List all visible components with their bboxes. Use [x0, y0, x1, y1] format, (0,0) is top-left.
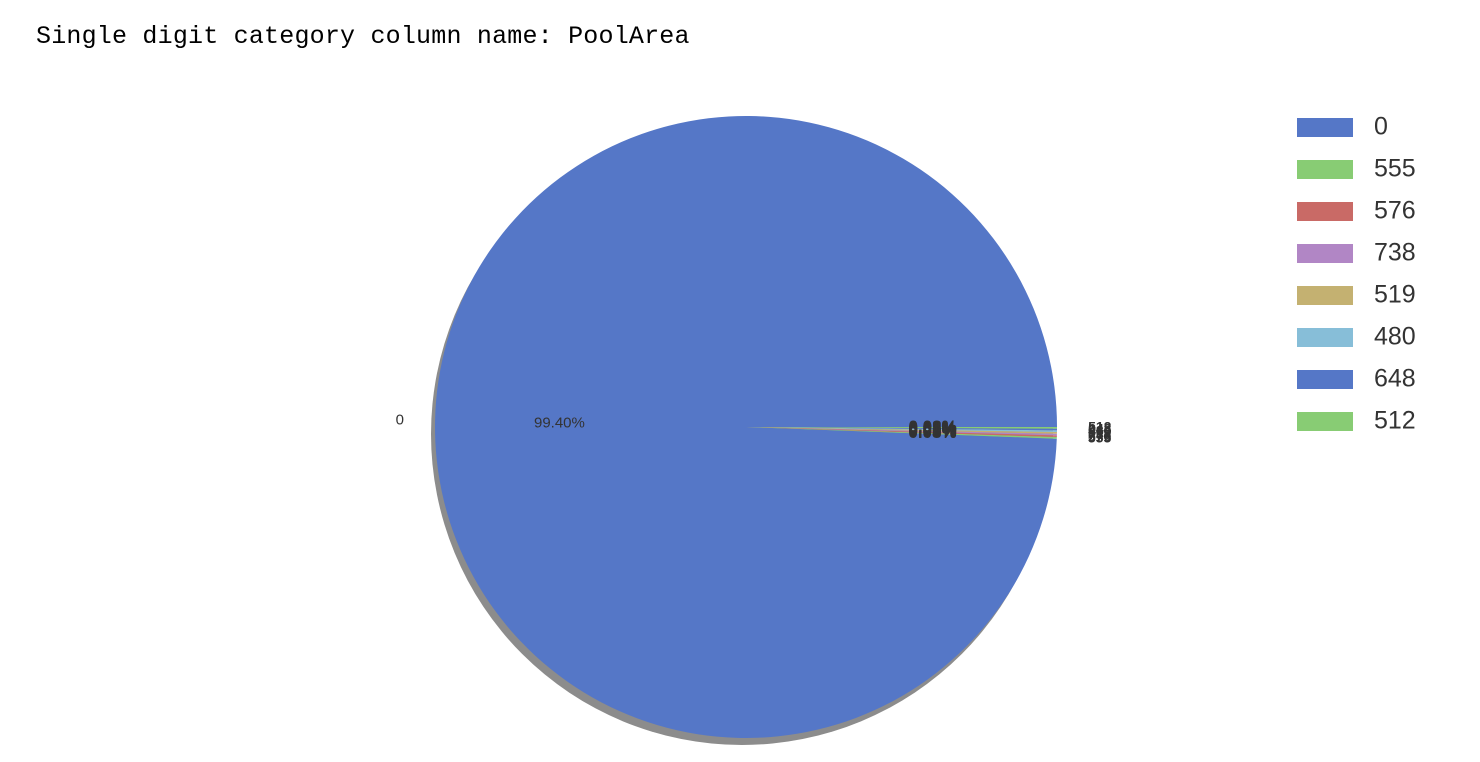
output-caption: Single digit category column name: PoolA… [36, 22, 690, 51]
pct-label-648: 0.08% [908, 418, 956, 437]
pct-label-519: 0.08% [908, 420, 956, 439]
legend-label-648: 648 [1374, 365, 1416, 393]
slice-label-519: 519 [1088, 424, 1112, 440]
pct-label-555: 0.08% [908, 423, 956, 442]
legend-swatch-512 [1297, 412, 1353, 431]
pct-label-576: 0.08% [908, 422, 956, 441]
pie-slice-512 [746, 427, 1057, 429]
pie-slice-519 [746, 427, 1057, 434]
pct-label-512: 0.08% [908, 417, 956, 436]
slice-label-480: 480 [1088, 422, 1112, 438]
pie-slice-648 [746, 427, 1057, 431]
slice-label-648: 648 [1088, 420, 1112, 436]
slice-label-576: 576 [1088, 428, 1112, 444]
legend-swatch-0 [1297, 118, 1353, 137]
legend-label-738: 738 [1374, 239, 1416, 267]
slice-label-555: 555 [1088, 430, 1112, 446]
chart-legend: 0 555 576 738 519 480 648 512 [1297, 113, 1416, 435]
legend-label-480: 480 [1374, 323, 1416, 351]
slice-label-0: 0 [396, 412, 404, 429]
legend-label-0: 0 [1374, 113, 1388, 141]
legend-swatch-480 [1297, 328, 1353, 347]
slice-label-512: 512 [1088, 419, 1112, 435]
legend-swatch-738 [1297, 244, 1353, 263]
pct-label-480: 0.08% [908, 419, 956, 438]
legend-swatch-648 [1297, 370, 1353, 389]
pie-slice-576 [746, 427, 1057, 438]
legend-swatch-555 [1297, 160, 1353, 179]
legend-swatch-576 [1297, 202, 1353, 221]
legend-label-519: 519 [1374, 281, 1416, 309]
legend-label-576: 576 [1374, 197, 1416, 225]
pie-slices [435, 115, 1057, 738]
pie-slice-738 [746, 427, 1057, 436]
legend-swatch-519 [1297, 286, 1353, 305]
pct-label-0: 99.40% [534, 414, 585, 431]
pie-slice-0 [435, 115, 1057, 738]
slice-label-738: 738 [1088, 426, 1112, 442]
pie-slice-480 [746, 427, 1057, 433]
pie-slice-555 [746, 427, 1057, 439]
pct-label-738: 0.08% [908, 421, 956, 440]
legend-label-512: 512 [1374, 407, 1416, 435]
legend-label-555: 555 [1374, 155, 1416, 183]
